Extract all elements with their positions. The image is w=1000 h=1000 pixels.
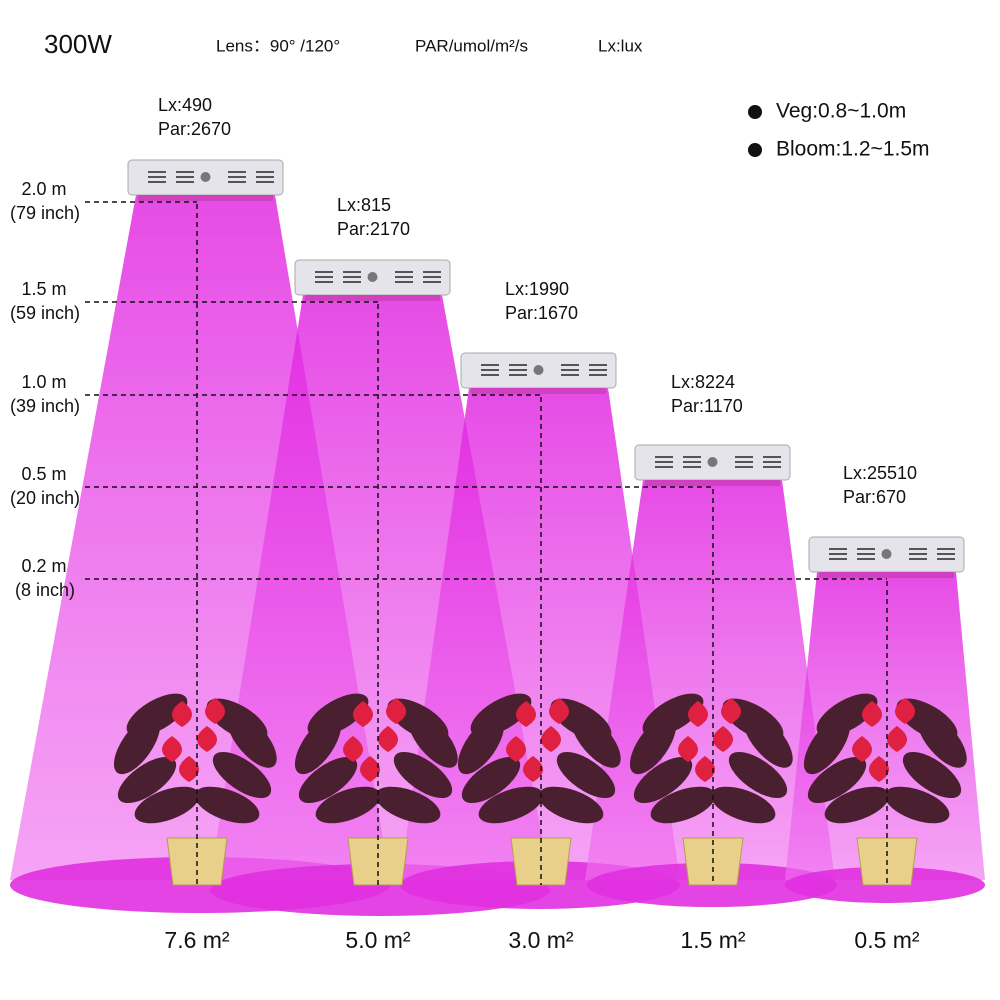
lamp-leds [471,388,606,394]
flower [852,736,872,762]
flower [713,726,733,752]
flower [523,756,543,782]
flower [862,701,882,727]
lamp-leds [819,572,954,578]
leaf [650,786,716,824]
flower [353,701,373,727]
height-inch: (59 inch) [10,303,80,323]
leaf [902,751,962,799]
leaf [884,786,950,824]
lens: Lens：90° /120° [216,36,340,55]
leaf [126,693,188,737]
lux: Lx:1990 [505,279,569,299]
flower [688,701,708,727]
leaf [194,786,260,824]
area: 3.0 m² [508,927,574,953]
bullet [748,105,762,119]
flower [197,726,217,752]
par-unit: PAR/umol/m²/s [415,36,528,55]
height-m: 1.0 m [21,372,66,392]
flower [695,756,715,782]
flower [378,726,398,752]
flower [360,756,380,782]
legend-item: Veg:0.8~1.0m [776,100,906,123]
flower [516,701,536,727]
leaf [212,751,272,799]
leaf [816,693,878,737]
leaf [478,786,544,824]
title: 300W [44,29,112,59]
leaf [461,756,521,804]
lx-unit: Lx:lux [598,36,643,55]
leaf [307,693,369,737]
flower [506,736,526,762]
flower [162,736,182,762]
par: Par:670 [843,487,906,507]
flower [869,756,889,782]
lux: Lx:815 [337,195,391,215]
leaf [470,693,532,737]
bullet [748,143,762,157]
par: Par:1670 [505,303,578,323]
leaf [556,751,616,799]
flower [887,726,907,752]
plants [113,693,967,886]
leaf [375,786,441,824]
fan [200,172,211,182]
flower [895,698,915,724]
leaf [393,751,453,799]
fan [881,549,892,559]
lux: Lx:490 [158,95,212,115]
flower [205,698,225,724]
height-inch: (20 inch) [10,488,80,508]
height-inch: (79 inch) [10,203,80,223]
flower [678,736,698,762]
height-m: 0.2 m [21,556,66,576]
area: 0.5 m² [854,927,920,953]
flower [179,756,199,782]
leaf [824,786,890,824]
height-m: 0.5 m [21,464,66,484]
lux: Lx:25510 [843,463,917,483]
lamp-leds [305,295,440,301]
height-inch: (39 inch) [10,396,80,416]
fan [707,457,718,467]
lamp-leds [138,195,273,201]
leaf [298,756,358,804]
fan [533,365,544,375]
leaf [807,756,867,804]
par: Par:1170 [671,396,743,416]
par: Par:2670 [158,119,231,139]
flower [541,726,561,752]
leaf [117,756,177,804]
lamps [127,159,965,578]
fan [367,272,378,282]
par: Par:2170 [337,219,410,239]
pot [510,837,572,886]
flower [386,698,406,724]
leaf [315,786,381,824]
leaf [633,756,693,804]
pot [347,837,409,886]
leaf [538,786,604,824]
height-m: 2.0 m [21,179,66,199]
lamp-leds [645,480,780,486]
flower [549,698,569,724]
leaf [134,786,200,824]
area: 5.0 m² [345,927,411,953]
flower [172,701,192,727]
leaf [642,693,704,737]
leaf [728,751,788,799]
flower [343,736,363,762]
height-inch: (8 inch) [15,580,75,600]
lux: Lx:8224 [671,372,735,392]
area: 1.5 m² [680,927,746,953]
flower [721,698,741,724]
guides [85,195,888,885]
leaf [710,786,776,824]
area: 7.6 m² [164,927,230,953]
legend-item: Bloom:1.2~1.5m [776,138,930,161]
height-m: 1.5 m [21,279,66,299]
